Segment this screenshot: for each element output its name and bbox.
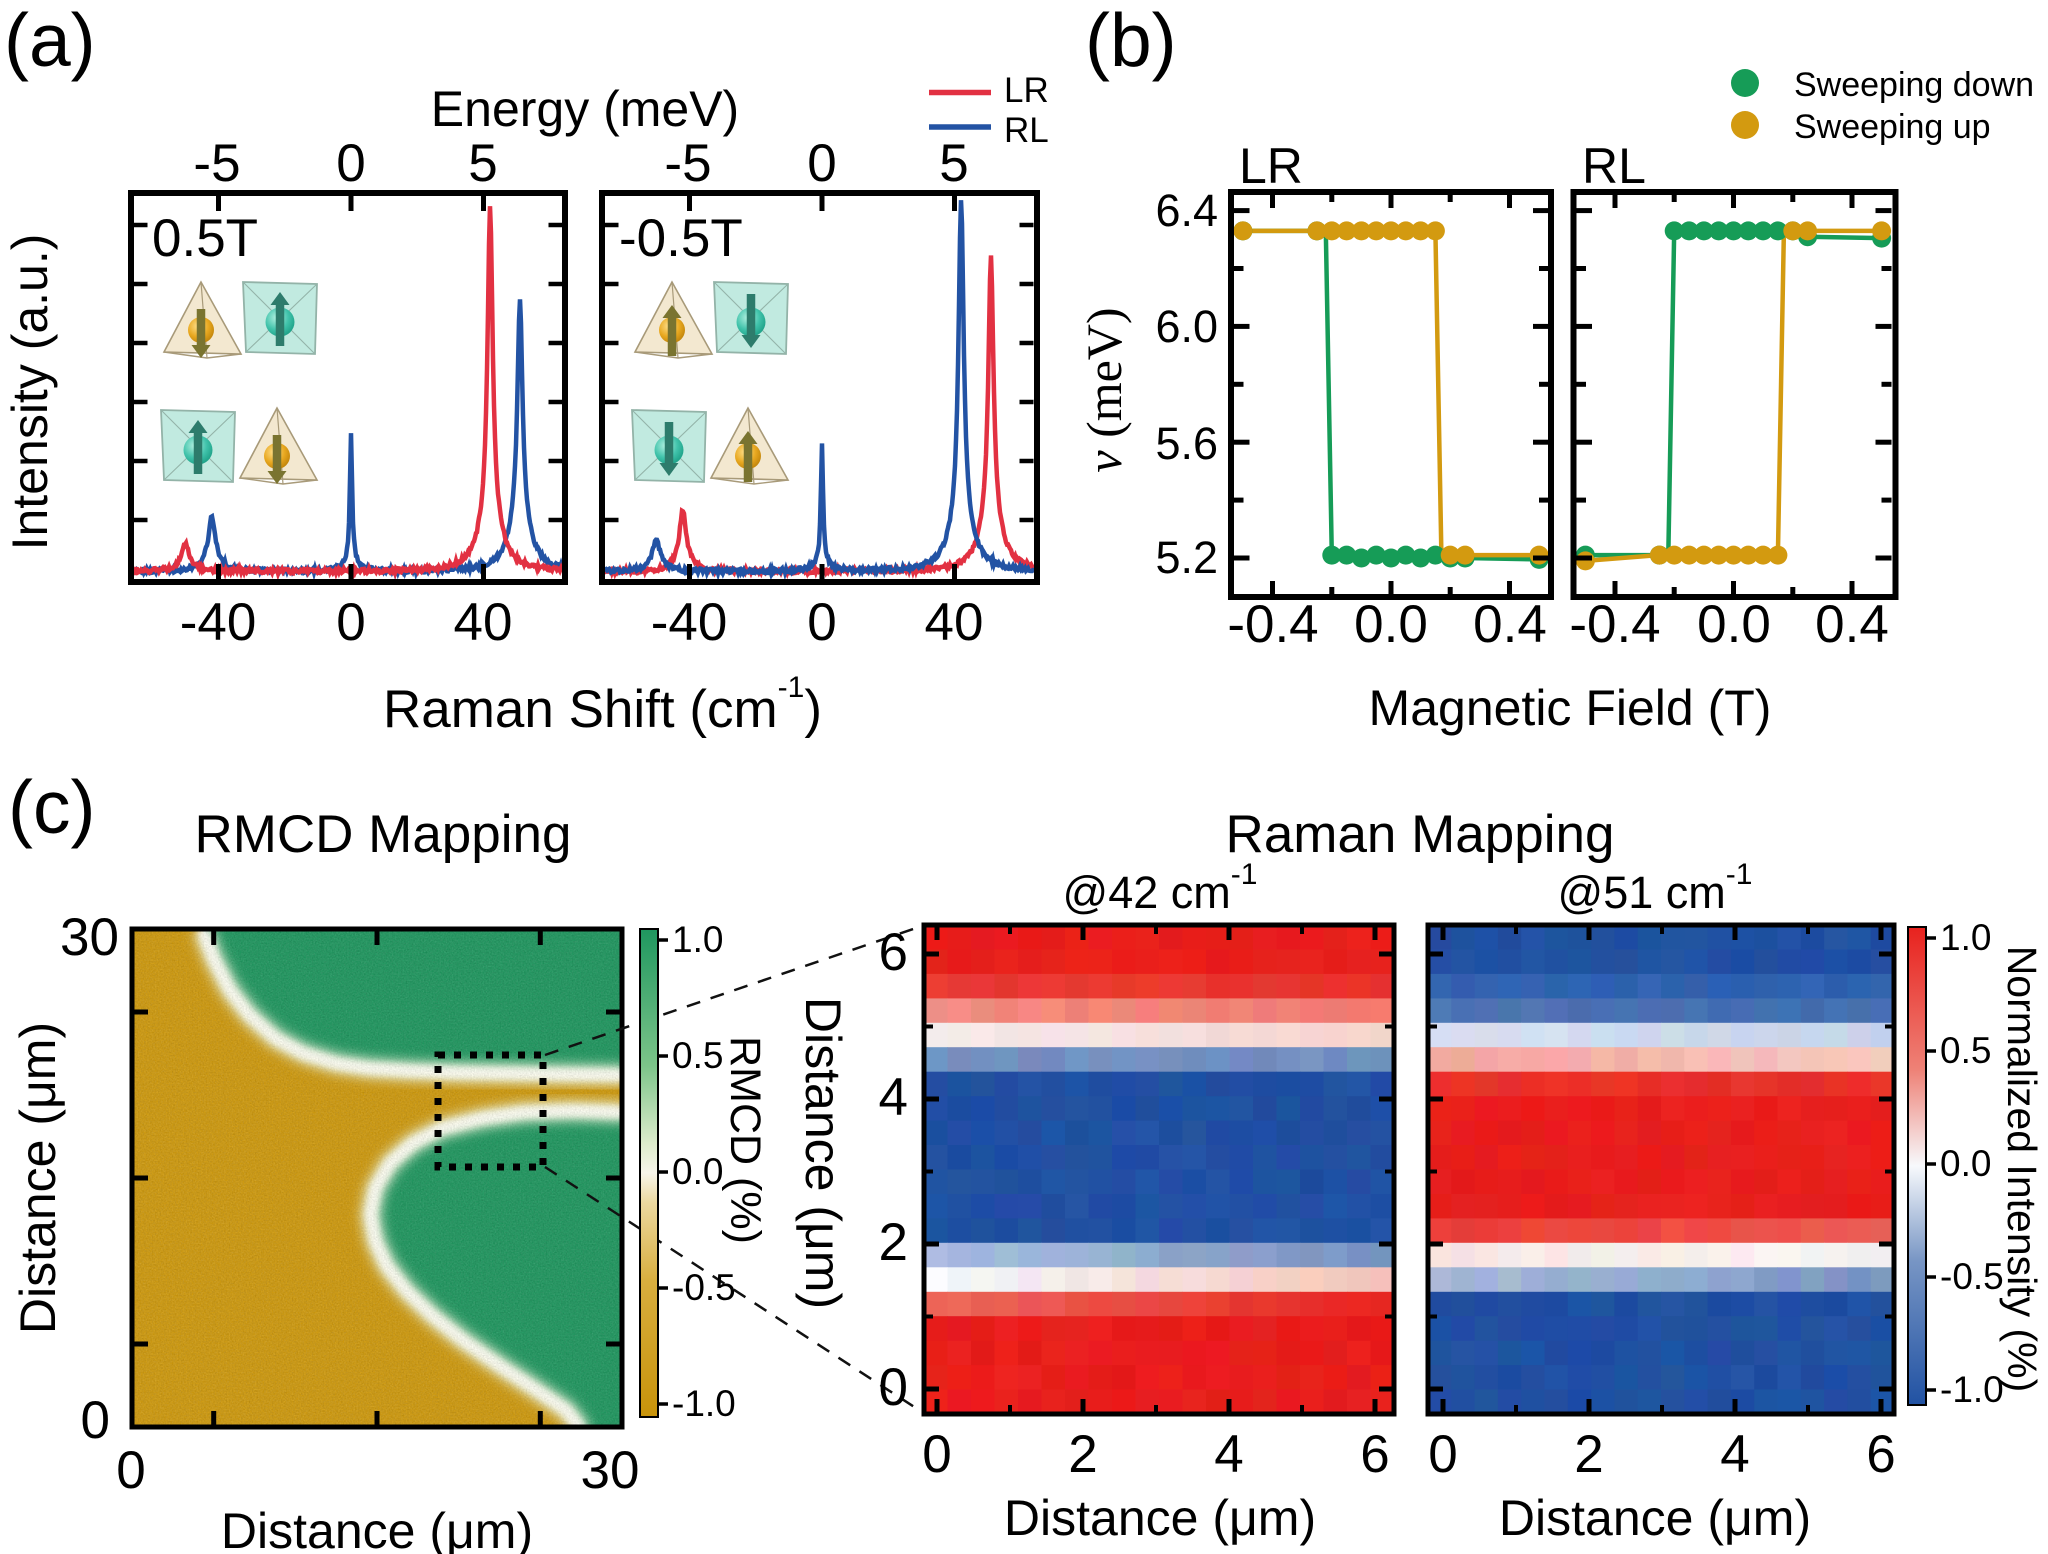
svg-text:6.0: 6.0 — [1155, 301, 1218, 352]
svg-text:0.0: 0.0 — [1940, 1143, 1991, 1184]
svg-text:30: 30 — [581, 1441, 640, 1500]
svg-text:LR: LR — [1004, 71, 1049, 110]
svg-text:0.4: 0.4 — [1473, 595, 1547, 654]
svg-text:-5: -5 — [664, 134, 711, 193]
svg-text:0: 0 — [807, 593, 836, 652]
svg-text:0: 0 — [922, 1425, 951, 1484]
svg-text:RMCD Mapping: RMCD Mapping — [194, 805, 571, 864]
svg-text:0: 0 — [336, 134, 365, 193]
svg-text:-40: -40 — [180, 593, 257, 652]
svg-text:0.5T: 0.5T — [152, 209, 258, 268]
svg-text:@42 cm-1: @42 cm-1 — [1063, 858, 1258, 918]
svg-text:4: 4 — [879, 1068, 908, 1127]
svg-text:@51 cm-1: @51 cm-1 — [1558, 858, 1753, 918]
svg-text:(b): (b) — [1085, 0, 1177, 82]
svg-text:-1.0: -1.0 — [672, 1383, 736, 1424]
svg-text:40: 40 — [925, 593, 984, 652]
svg-text:0.0: 0.0 — [1354, 595, 1428, 654]
svg-text:0: 0 — [807, 134, 836, 193]
svg-text:Energy (meV): Energy (meV) — [431, 81, 739, 137]
svg-text:-0.5: -0.5 — [672, 1267, 736, 1308]
svg-text:0: 0 — [879, 1358, 908, 1417]
svg-text:Sweeping down: Sweeping down — [1794, 66, 2034, 104]
svg-text:1.0: 1.0 — [1940, 917, 1991, 958]
svg-text:2: 2 — [1068, 1425, 1097, 1484]
svg-text:0: 0 — [1428, 1425, 1457, 1484]
svg-text:0: 0 — [116, 1441, 145, 1500]
svg-text:5.6: 5.6 — [1155, 418, 1218, 469]
svg-text:0.0: 0.0 — [672, 1151, 723, 1192]
svg-text:RL: RL — [1004, 111, 1049, 150]
svg-text:Intensity (a.u.): Intensity (a.u.) — [2, 234, 58, 551]
svg-text:-40: -40 — [651, 593, 728, 652]
svg-text:RMCD (%): RMCD (%) — [721, 1036, 769, 1244]
svg-text:0.5: 0.5 — [672, 1035, 723, 1076]
svg-text:6: 6 — [1866, 1425, 1895, 1484]
svg-text:Magnetic Field (T): Magnetic Field (T) — [1369, 680, 1772, 736]
svg-text:Distance (μm): Distance (μm) — [1004, 1490, 1316, 1546]
svg-text:0.0: 0.0 — [1697, 595, 1771, 654]
svg-text:Sweeping up: Sweeping up — [1794, 108, 1991, 146]
svg-text:6.4: 6.4 — [1155, 185, 1218, 236]
svg-text:0: 0 — [336, 593, 365, 652]
svg-text:6: 6 — [879, 923, 908, 982]
svg-text:2: 2 — [879, 1213, 908, 1272]
svg-text:(a): (a) — [4, 0, 96, 82]
svg-text:40: 40 — [454, 593, 513, 652]
svg-text:-5: -5 — [193, 134, 240, 193]
svg-text:4: 4 — [1214, 1425, 1243, 1484]
svg-text:-1.0: -1.0 — [1940, 1369, 2004, 1410]
svg-text:-0.4: -0.4 — [1569, 595, 1660, 654]
svg-text:5.2: 5.2 — [1155, 532, 1218, 583]
svg-text:0.5: 0.5 — [1940, 1030, 1991, 1071]
svg-text:4: 4 — [1720, 1425, 1749, 1484]
svg-text:30: 30 — [60, 908, 119, 967]
svg-text:RL: RL — [1582, 138, 1646, 194]
svg-text:0: 0 — [81, 1391, 110, 1450]
svg-text:6: 6 — [1360, 1425, 1389, 1484]
svg-text:-0.5T: -0.5T — [619, 209, 743, 268]
svg-text:ν (meV): ν (meV) — [1076, 307, 1132, 472]
svg-text:0.4: 0.4 — [1815, 595, 1889, 654]
svg-text:Distance (μm): Distance (μm) — [795, 997, 851, 1309]
svg-text:5: 5 — [468, 134, 497, 193]
svg-text:(c): (c) — [8, 765, 95, 849]
svg-text:Normalized Intensity (%): Normalized Intensity (%) — [1999, 946, 2045, 1393]
svg-text:Raman Shift (cm-1): Raman Shift (cm-1) — [383, 671, 822, 739]
svg-text:LR: LR — [1239, 138, 1303, 194]
svg-text:Distance (μm): Distance (μm) — [1499, 1490, 1811, 1546]
svg-text:2: 2 — [1574, 1425, 1603, 1484]
svg-text:Distance (μm): Distance (μm) — [10, 1022, 66, 1334]
svg-text:-0.5: -0.5 — [1940, 1256, 2004, 1297]
svg-text:1.0: 1.0 — [672, 919, 723, 960]
svg-text:Distance (μm): Distance (μm) — [221, 1503, 533, 1554]
svg-text:Raman Mapping: Raman Mapping — [1226, 805, 1615, 864]
svg-text:5: 5 — [939, 134, 968, 193]
svg-text:-0.4: -0.4 — [1227, 595, 1318, 654]
